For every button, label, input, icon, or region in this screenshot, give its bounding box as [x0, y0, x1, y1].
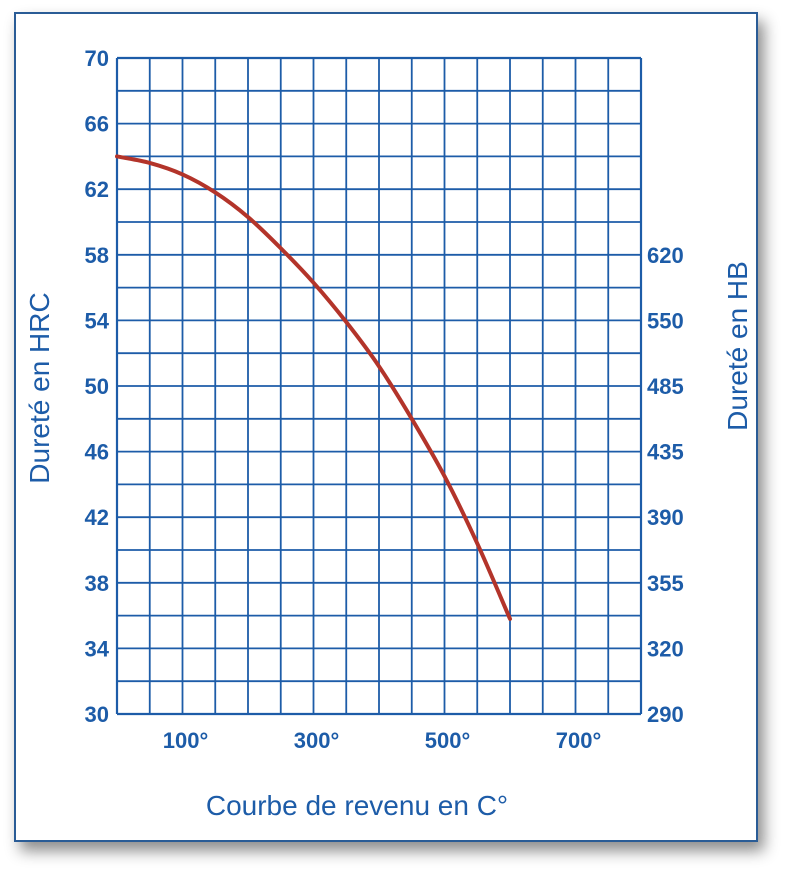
y2-tick-label: 390 [647, 505, 684, 530]
y2-tick-label: 355 [647, 571, 684, 596]
y-tick-label: 38 [85, 571, 109, 596]
y2-tick-label: 290 [647, 702, 684, 727]
x-tick-label: 500° [425, 728, 471, 753]
y-tick-label: 42 [85, 505, 109, 530]
chart-card [14, 12, 758, 842]
x-axis-label: Courbe de revenu en C° [206, 790, 508, 821]
y-tick-label: 50 [85, 374, 109, 399]
y-tick-label: 66 [85, 112, 109, 137]
x-tick-label: 300° [294, 728, 340, 753]
x-axis-ticks: 100° 300° 500° 700° [163, 728, 602, 753]
x-tick-label: 100° [163, 728, 209, 753]
y-tick-label: 34 [85, 636, 110, 661]
y2-tick-label: 550 [647, 308, 684, 333]
y-axis-left-label: Dureté en HRC [24, 292, 55, 483]
y-axis-left-ticks: 70 66 62 58 54 50 46 42 38 34 30 [85, 46, 110, 727]
hardness-curve [115, 154, 512, 621]
y-tick-label: 58 [85, 243, 109, 268]
y-tick-label: 62 [85, 177, 109, 202]
y-tick-label: 30 [85, 702, 109, 727]
grid [115, 56, 643, 716]
y-axis-right-ticks: 620 550 485 435 390 355 320 290 [647, 243, 684, 727]
x-tick-label: 700° [556, 728, 602, 753]
y-tick-label: 70 [85, 46, 109, 71]
y2-tick-label: 485 [647, 374, 684, 399]
y2-tick-label: 435 [647, 440, 684, 465]
y2-tick-label: 320 [647, 636, 684, 661]
y-tick-label: 54 [85, 308, 110, 333]
series [115, 154, 512, 621]
y-axis-right-label: Dureté en HB [722, 261, 753, 431]
y-tick-label: 46 [85, 440, 109, 465]
y2-tick-label: 620 [647, 243, 684, 268]
